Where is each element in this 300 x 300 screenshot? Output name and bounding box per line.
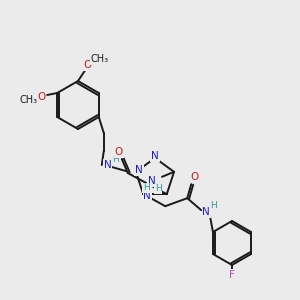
- Text: H: H: [210, 201, 217, 210]
- Text: N: N: [135, 165, 143, 175]
- Text: N: N: [148, 176, 156, 186]
- Text: O: O: [84, 60, 92, 70]
- Text: H: H: [142, 183, 149, 192]
- Text: N: N: [143, 191, 151, 201]
- Text: N: N: [151, 151, 159, 161]
- Text: CH₃: CH₃: [19, 95, 37, 105]
- Text: H: H: [154, 184, 161, 193]
- Text: N: N: [202, 207, 210, 217]
- Text: O: O: [190, 172, 198, 182]
- Text: N: N: [104, 160, 112, 170]
- Text: H: H: [112, 155, 119, 164]
- Text: O: O: [115, 147, 123, 157]
- Text: F: F: [229, 270, 235, 280]
- Text: CH₃: CH₃: [91, 54, 109, 64]
- Text: O: O: [37, 92, 45, 102]
